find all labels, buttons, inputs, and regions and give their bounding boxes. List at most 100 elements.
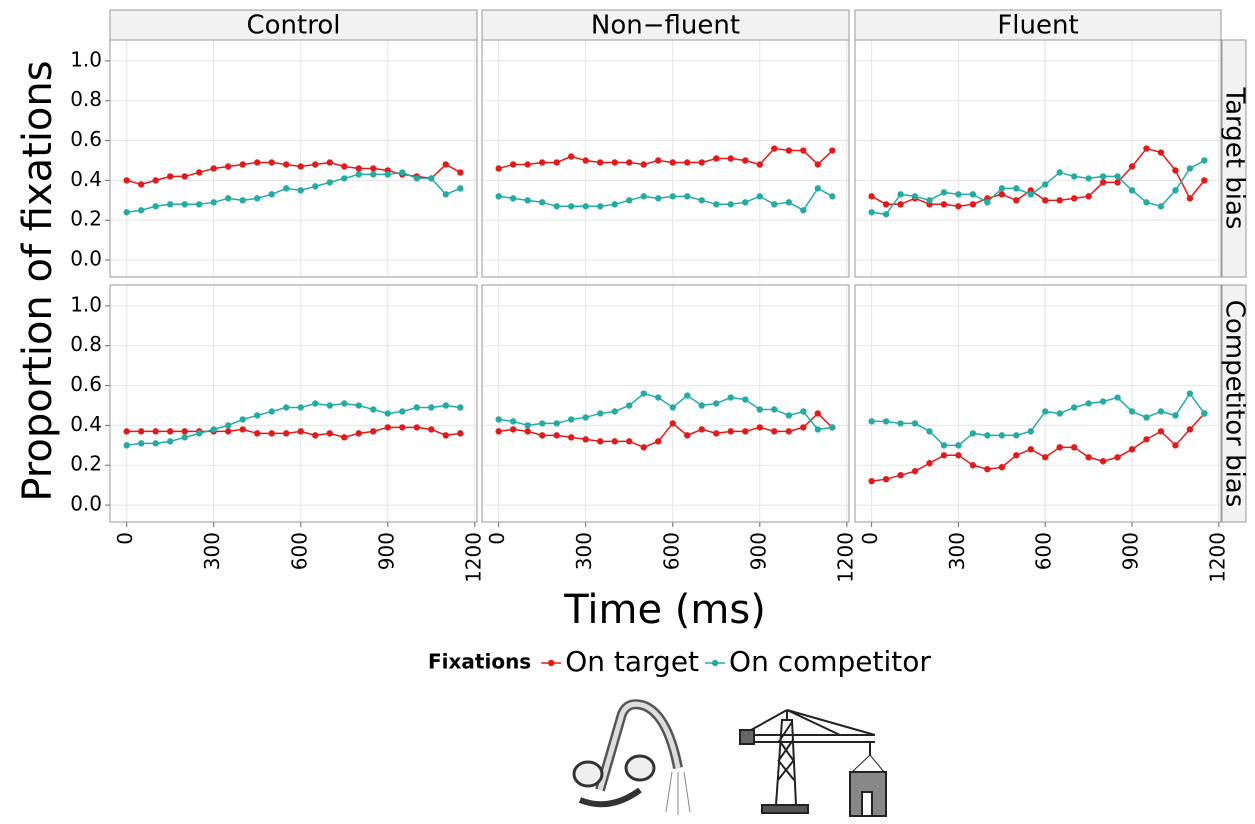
- data-point: [553, 159, 560, 166]
- facet-strip: [854, 9, 1222, 41]
- data-point: [582, 414, 589, 421]
- data-point: [926, 428, 933, 435]
- data-point: [225, 422, 232, 429]
- data-point: [297, 163, 304, 170]
- data-point: [800, 408, 807, 415]
- data-point: [897, 191, 904, 198]
- data-point: [742, 396, 749, 403]
- y-tick-label: 1.0: [70, 292, 102, 316]
- facet-strip-label: Fluent: [997, 11, 1078, 41]
- data-point: [413, 175, 421, 182]
- data-point: [509, 195, 517, 202]
- data-point: [137, 440, 145, 447]
- x-tick-label: 1200: [461, 532, 485, 583]
- data-point: [341, 434, 348, 441]
- data-point: [1186, 195, 1194, 202]
- y-tick-label: 0.8: [70, 87, 102, 111]
- data-point: [926, 460, 933, 467]
- data-point: [457, 404, 464, 411]
- data-point: [1172, 412, 1179, 419]
- data-point: [626, 159, 633, 166]
- data-point: [1042, 197, 1049, 204]
- data-point: [698, 159, 705, 166]
- data-point: [538, 159, 546, 166]
- data-point: [940, 201, 948, 208]
- data-point: [940, 189, 948, 196]
- data-point: [568, 416, 575, 423]
- data-point: [123, 209, 130, 216]
- y-tick-label: 0.4: [70, 412, 102, 436]
- data-point: [1128, 187, 1136, 194]
- data-point: [785, 199, 793, 206]
- data-point: [210, 165, 217, 172]
- data-point: [1201, 410, 1208, 417]
- data-point: [1172, 167, 1179, 174]
- data-point: [413, 424, 421, 431]
- data-point: [742, 199, 749, 206]
- data-point: [254, 195, 261, 202]
- data-point: [1172, 442, 1179, 449]
- data-point: [166, 428, 174, 435]
- data-point: [1013, 432, 1020, 439]
- data-point: [1070, 444, 1078, 451]
- data-point: [225, 163, 232, 170]
- data-point: [597, 410, 604, 417]
- data-point: [897, 201, 904, 208]
- data-point: [326, 159, 333, 166]
- data-point: [626, 197, 633, 204]
- data-point: [384, 171, 391, 178]
- data-point: [254, 412, 261, 419]
- data-point: [370, 428, 377, 435]
- data-point: [597, 203, 604, 210]
- data-point: [495, 193, 502, 200]
- data-point: [538, 199, 546, 206]
- data-point: [829, 424, 836, 431]
- data-point: [800, 147, 807, 154]
- data-point: [1056, 444, 1063, 451]
- data-point: [669, 404, 676, 411]
- data-point: [553, 203, 560, 210]
- data-point: [442, 402, 450, 409]
- data-point: [1114, 173, 1121, 180]
- data-point: [814, 185, 822, 192]
- data-point: [166, 438, 174, 445]
- data-point: [955, 442, 962, 449]
- data-point: [1085, 454, 1092, 461]
- data-point: [495, 165, 502, 172]
- x-tick-label: 300: [200, 532, 224, 570]
- data-point: [1027, 446, 1034, 453]
- y-axis-label: Proportion of fixations: [15, 60, 61, 501]
- data-point: [655, 195, 662, 202]
- data-point: [355, 402, 362, 409]
- data-point: [771, 145, 778, 152]
- data-point: [297, 187, 304, 194]
- data-point: [181, 173, 188, 180]
- data-point: [1186, 390, 1194, 397]
- legend-label: On target: [565, 645, 699, 678]
- data-point: [955, 203, 962, 210]
- data-point: [1013, 452, 1020, 459]
- data-point: [239, 161, 246, 168]
- facet-strip: [1221, 39, 1247, 278]
- data-point: [984, 432, 991, 439]
- data-point: [1172, 187, 1179, 194]
- data-point: [611, 438, 618, 445]
- data-point: [1128, 408, 1136, 415]
- data-point: [1085, 175, 1092, 182]
- data-point: [1186, 426, 1194, 433]
- data-point: [582, 203, 589, 210]
- data-point: [283, 185, 290, 192]
- data-point: [955, 191, 962, 198]
- data-point: [312, 161, 319, 168]
- x-tick-label: 900: [746, 532, 770, 570]
- faucet-illustration: [572, 699, 691, 815]
- data-point: [1013, 197, 1020, 204]
- data-point: [771, 428, 778, 435]
- data-point: [210, 199, 217, 206]
- data-point: [1201, 157, 1208, 164]
- data-point: [969, 191, 977, 198]
- facet-strip-label: Competitor bias: [1220, 300, 1250, 508]
- data-point: [785, 428, 793, 435]
- data-point: [457, 185, 464, 192]
